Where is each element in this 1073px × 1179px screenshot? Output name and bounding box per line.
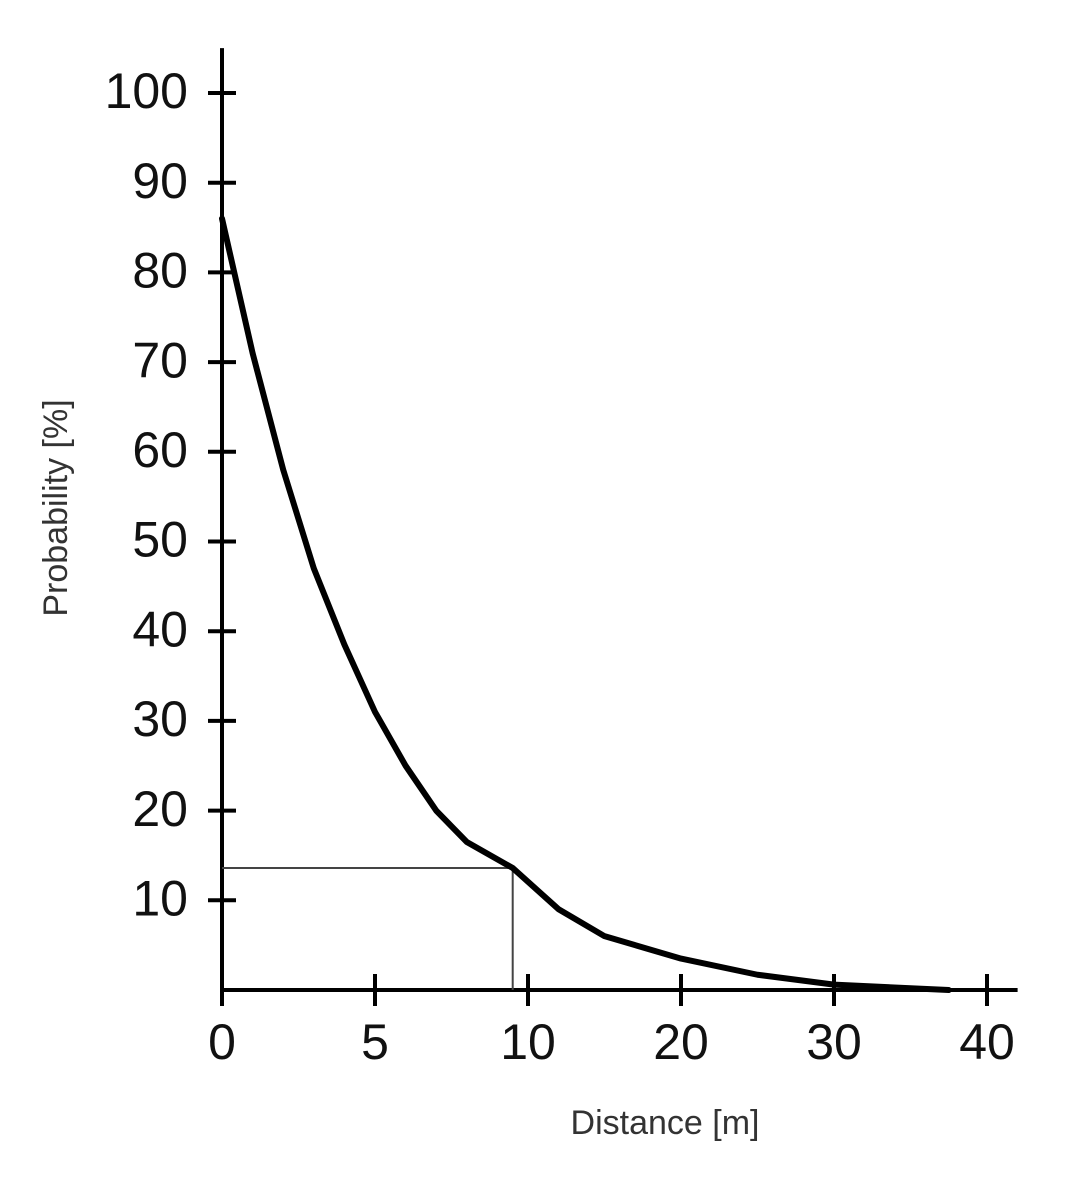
curve xyxy=(219,215,952,993)
y-tick-label: 20 xyxy=(132,781,188,837)
x-tick-label: 30 xyxy=(806,1014,862,1070)
y-tick-label: 60 xyxy=(132,422,188,478)
x-axis-label: Distance [m] xyxy=(571,1104,760,1142)
y-tick-label: 70 xyxy=(132,332,188,388)
y-tick-label: 30 xyxy=(132,691,188,747)
y-tick-label: 40 xyxy=(132,601,188,657)
x-tick-label: 0 xyxy=(208,1014,236,1070)
x-tick-label: 20 xyxy=(653,1014,709,1070)
x-tick-label: 40 xyxy=(959,1014,1015,1070)
x-tick-label: 10 xyxy=(500,1014,556,1070)
y-tick-label: 90 xyxy=(132,153,188,209)
y-tick-label: 80 xyxy=(132,243,188,299)
y-tick-label: 10 xyxy=(132,871,188,927)
x-tick-label: 5 xyxy=(361,1014,389,1070)
y-tick-label: 100 xyxy=(105,63,188,119)
y-axis-label: Probability [%] xyxy=(37,399,75,616)
y-tick-label: 50 xyxy=(132,512,188,568)
